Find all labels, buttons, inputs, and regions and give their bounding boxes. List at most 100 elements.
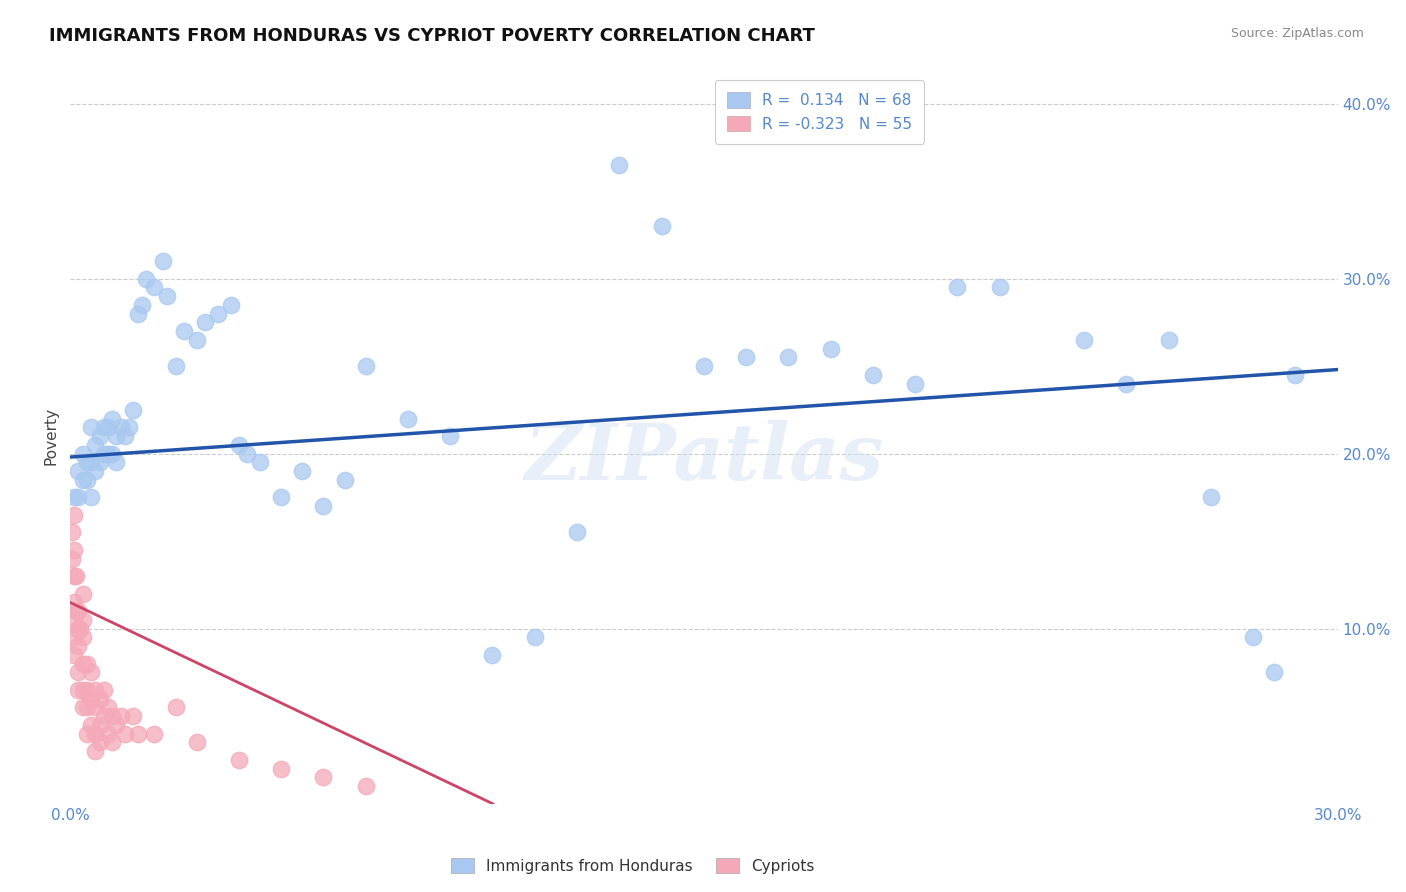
Point xyxy=(76,682,98,697)
Point xyxy=(165,700,187,714)
Point xyxy=(60,551,83,566)
Point xyxy=(114,726,136,740)
Point xyxy=(97,700,120,714)
Point xyxy=(270,762,292,776)
Point xyxy=(105,429,128,443)
Point xyxy=(186,735,208,749)
Point xyxy=(312,770,335,784)
Point xyxy=(63,508,86,522)
Point xyxy=(97,420,120,434)
Point xyxy=(76,455,98,469)
Point xyxy=(93,709,115,723)
Point xyxy=(67,622,90,636)
Point xyxy=(110,709,132,723)
Point xyxy=(105,718,128,732)
Point xyxy=(1263,665,1285,680)
Point xyxy=(76,657,98,671)
Text: ZIPatlas: ZIPatlas xyxy=(524,420,883,496)
Point xyxy=(1199,491,1222,505)
Point xyxy=(312,499,335,513)
Point xyxy=(72,682,94,697)
Point xyxy=(72,586,94,600)
Point xyxy=(333,473,356,487)
Point xyxy=(693,359,716,373)
Point xyxy=(84,726,107,740)
Point xyxy=(607,158,630,172)
Point xyxy=(72,473,94,487)
Point xyxy=(396,411,419,425)
Point xyxy=(63,648,86,662)
Point xyxy=(122,709,145,723)
Text: Source: ZipAtlas.com: Source: ZipAtlas.com xyxy=(1230,27,1364,40)
Point xyxy=(165,359,187,373)
Point xyxy=(63,595,86,609)
Y-axis label: Poverty: Poverty xyxy=(44,407,58,465)
Point xyxy=(143,280,166,294)
Legend: Immigrants from Honduras, Cypriots: Immigrants from Honduras, Cypriots xyxy=(444,852,821,880)
Point xyxy=(80,718,103,732)
Point xyxy=(67,682,90,697)
Point xyxy=(228,438,250,452)
Point xyxy=(69,622,91,636)
Point xyxy=(84,744,107,758)
Point xyxy=(207,307,229,321)
Point xyxy=(291,464,314,478)
Point xyxy=(76,473,98,487)
Point xyxy=(80,665,103,680)
Point xyxy=(152,254,174,268)
Point xyxy=(904,376,927,391)
Point xyxy=(127,307,149,321)
Point xyxy=(122,402,145,417)
Point xyxy=(127,726,149,740)
Point xyxy=(946,280,969,294)
Point xyxy=(156,289,179,303)
Point xyxy=(270,491,292,505)
Point xyxy=(439,429,461,443)
Point xyxy=(354,359,377,373)
Point xyxy=(80,420,103,434)
Point xyxy=(67,665,90,680)
Point xyxy=(101,709,124,723)
Point xyxy=(354,779,377,793)
Point xyxy=(101,446,124,460)
Point xyxy=(236,446,259,460)
Point xyxy=(228,753,250,767)
Point xyxy=(67,464,90,478)
Point xyxy=(249,455,271,469)
Point xyxy=(481,648,503,662)
Point xyxy=(93,446,115,460)
Point xyxy=(101,735,124,749)
Point xyxy=(67,639,90,653)
Point xyxy=(173,324,195,338)
Point xyxy=(97,726,120,740)
Point xyxy=(118,420,141,434)
Point xyxy=(84,682,107,697)
Point xyxy=(80,455,103,469)
Point xyxy=(67,491,90,505)
Point xyxy=(60,525,83,540)
Point xyxy=(219,298,242,312)
Point xyxy=(105,455,128,469)
Point xyxy=(194,315,217,329)
Point xyxy=(63,613,86,627)
Point xyxy=(143,726,166,740)
Point xyxy=(131,298,153,312)
Point xyxy=(76,726,98,740)
Point xyxy=(65,569,87,583)
Point xyxy=(65,604,87,618)
Point xyxy=(820,342,842,356)
Point xyxy=(101,411,124,425)
Point xyxy=(988,280,1011,294)
Point xyxy=(89,735,111,749)
Point xyxy=(84,438,107,452)
Point xyxy=(565,525,588,540)
Point xyxy=(97,446,120,460)
Point xyxy=(89,691,111,706)
Point xyxy=(89,718,111,732)
Point xyxy=(735,351,758,365)
Point xyxy=(63,631,86,645)
Point xyxy=(93,682,115,697)
Point xyxy=(89,429,111,443)
Point xyxy=(1115,376,1137,391)
Point xyxy=(89,455,111,469)
